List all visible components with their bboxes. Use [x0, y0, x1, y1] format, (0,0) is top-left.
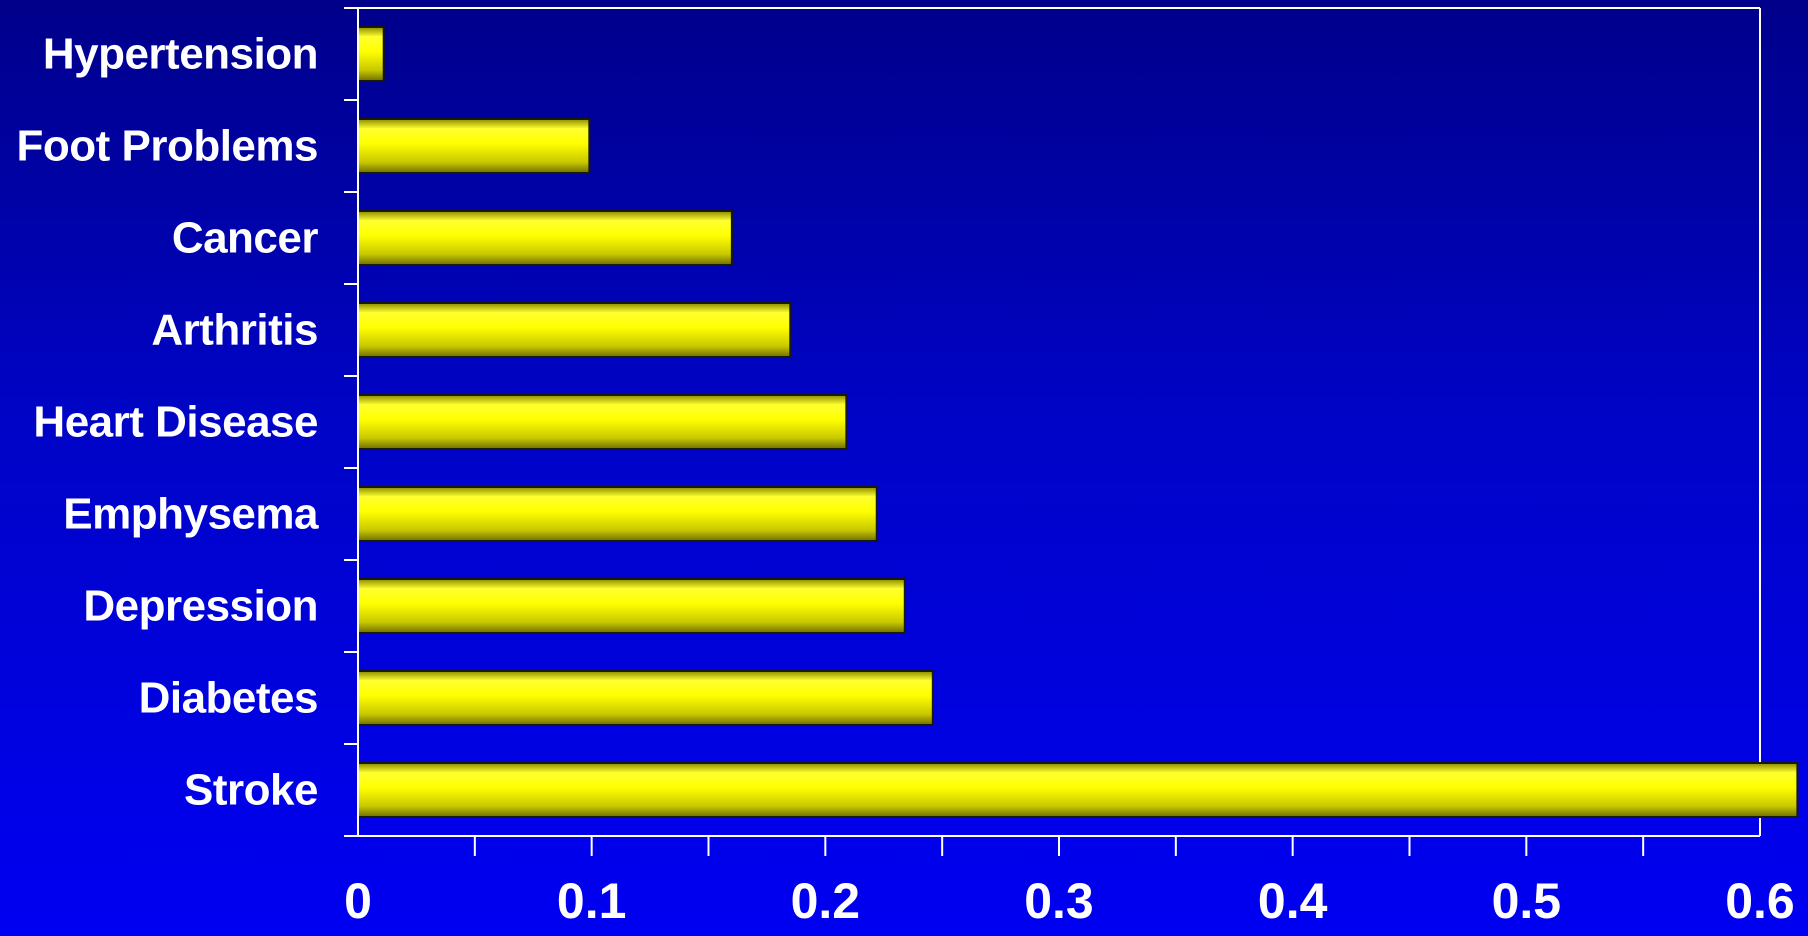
plot-frame-group	[344, 7, 1761, 836]
bar-depression	[357, 578, 906, 634]
x-tick-label-0: 0	[344, 873, 372, 929]
category-label-depression: Depression	[83, 582, 318, 631]
bars-group	[357, 26, 1799, 818]
bar-diabetes	[357, 670, 934, 726]
category-label-heart-disease: Heart Disease	[33, 398, 318, 447]
category-label-emphysema: Emphysema	[63, 490, 319, 539]
bar-arthritis	[357, 302, 792, 358]
axes-group	[344, 7, 1760, 856]
bar-hypertension	[357, 26, 385, 82]
bar-heart-disease	[357, 394, 848, 450]
category-label-hypertension: Hypertension	[43, 30, 318, 79]
bar-foot-problems	[357, 118, 591, 174]
category-label-stroke: Stroke	[184, 766, 318, 815]
bar-cancer	[357, 210, 733, 266]
category-label-cancer: Cancer	[172, 214, 319, 263]
x-tick-label-0-3: 0.3	[1024, 873, 1094, 929]
category-label-diabetes: Diabetes	[139, 674, 318, 723]
category-label-foot-problems: Foot Problems	[16, 122, 318, 171]
bar-stroke	[357, 762, 1799, 818]
x-tick-label-0-1: 0.1	[557, 873, 627, 929]
bar-emphysema	[357, 486, 878, 542]
category-label-arthritis: Arthritis	[151, 306, 318, 355]
x-tick-label-0-5: 0.5	[1492, 873, 1562, 929]
labels-group: Hypertension Foot Problems Cancer Arthritis…	[16, 30, 1794, 930]
x-tick-label-0-4: 0.4	[1258, 873, 1328, 929]
x-tick-label-0-6: 0.6	[1725, 873, 1795, 929]
x-tick-label-0-2: 0.2	[791, 873, 861, 929]
